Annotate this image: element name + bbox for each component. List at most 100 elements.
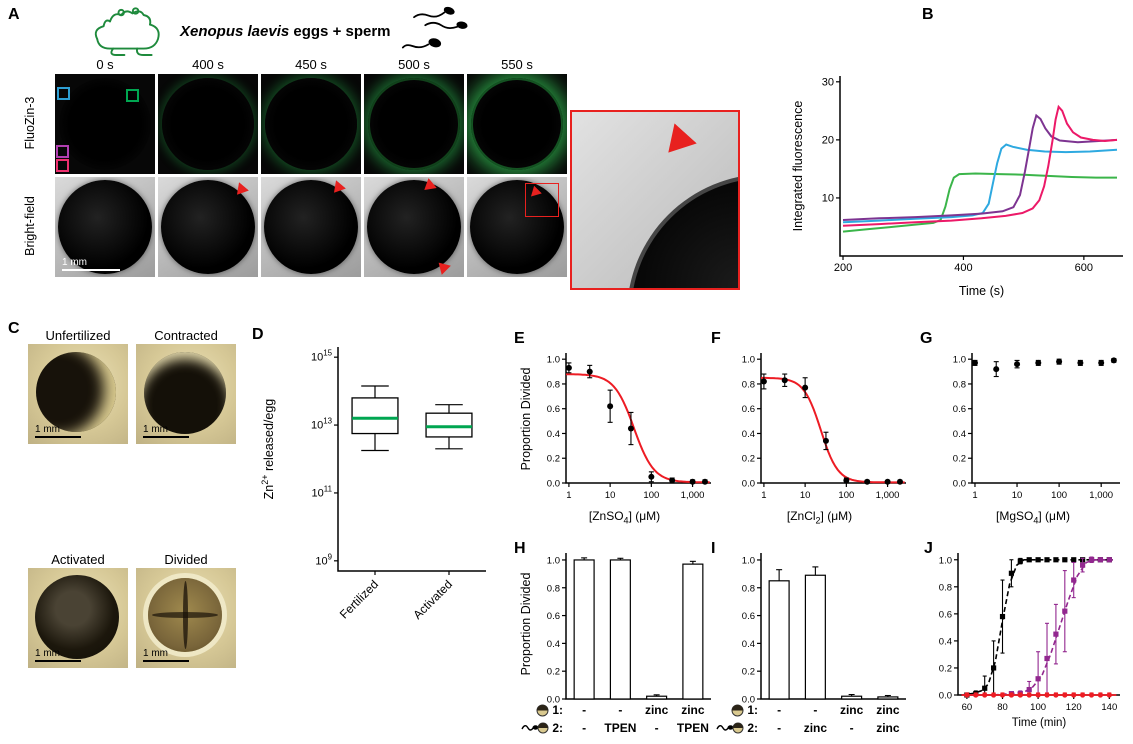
row-2-label: 2: (552, 721, 563, 735)
svg-text:0.6: 0.6 (547, 404, 560, 415)
frog-icon (94, 7, 160, 56)
brightfield-frame-400s (158, 177, 258, 277)
scale-bar-line (35, 659, 81, 662)
svg-text:0.2: 0.2 (742, 667, 755, 678)
svg-text:100: 100 (643, 490, 659, 501)
condition-value: - (777, 721, 782, 735)
svg-text:100: 100 (838, 490, 854, 501)
scale-bar: 1 mm (143, 648, 189, 662)
svg-text:0.6: 0.6 (742, 611, 755, 622)
scale-bar: 1 mm (35, 647, 81, 662)
timepoint-1: 400 s (192, 57, 224, 72)
condition-value: zinc (876, 721, 900, 735)
panel-e-x-axis-label: [ZnSO4] (μM) (588, 509, 661, 526)
svg-text:0.4: 0.4 (953, 429, 966, 440)
fluozin-frame-400s (158, 74, 258, 174)
condition-value: - (582, 721, 587, 735)
row-1-key: 1: (536, 703, 563, 717)
scale-bar-label: 1 mm (35, 647, 60, 659)
svg-text:10: 10 (822, 192, 834, 204)
timepoint-4: 550 s (501, 57, 533, 72)
panel-j-label: J (924, 540, 933, 557)
svg-text:Integrated fluorescence: Integrated fluorescence (791, 101, 805, 232)
scale-bar: 1 mm (35, 423, 81, 438)
timepoint-0: 0 s (96, 57, 114, 72)
condition-value: - (777, 703, 782, 717)
egg (59, 78, 151, 170)
svg-text:0.8: 0.8 (953, 379, 966, 390)
panel-h-condition-row-1: 1: - - zinc zinc (536, 703, 711, 717)
svg-text:0.2: 0.2 (742, 454, 755, 465)
arrowhead-icon (657, 123, 697, 162)
svg-text:1.0: 1.0 (953, 355, 966, 366)
svg-text:1: 1 (566, 490, 571, 501)
panel-f-label: F (711, 330, 721, 347)
scale-bar-label: 1 mm (35, 423, 60, 435)
svg-text:0.8: 0.8 (547, 379, 560, 390)
egg (35, 575, 119, 659)
scale-bar-label: 1 mm (62, 256, 87, 268)
egg (144, 352, 226, 434)
row-1-label: 1: (552, 703, 563, 717)
egg (368, 78, 460, 170)
svg-text:1011: 1011 (312, 484, 333, 499)
brightfield-frame-0s: 1 mm (55, 177, 155, 277)
svg-text:0.8: 0.8 (547, 583, 560, 594)
svg-text:0.0: 0.0 (742, 479, 755, 490)
svg-text:0.8: 0.8 (939, 582, 952, 593)
svg-text:400: 400 (954, 262, 972, 274)
panel-i-label: I (711, 540, 716, 557)
timepoint-2: 450 s (295, 57, 327, 72)
egg-icon (536, 704, 549, 716)
svg-text:0.2: 0.2 (547, 454, 560, 465)
panel-i-condition-row-2: 2: - zinc - zinc (716, 721, 906, 735)
fluozin-frame-500s (364, 74, 464, 174)
roi-box-pink (56, 159, 69, 172)
panel-e-chart: 0.0 0.2 0.4 0.6 0.8 1.0 1 10 100 1,000 (532, 345, 717, 518)
brightfield-frame-450s (261, 177, 361, 277)
svg-text:1: 1 (761, 490, 766, 501)
sperm-egg-icon (521, 722, 549, 734)
egg-icon (731, 704, 744, 716)
scale-bar-line (35, 435, 81, 438)
egg (161, 180, 255, 274)
panel-d-label: D (252, 326, 264, 343)
svg-text:0.4: 0.4 (547, 429, 560, 440)
condition-value: - (813, 703, 818, 717)
svg-text:Time (min): Time (min) (1012, 717, 1067, 729)
egg (470, 180, 564, 274)
svg-text:0.0: 0.0 (953, 479, 966, 490)
brightfield-inset-zoom (570, 110, 740, 290)
svg-text:600: 600 (1075, 262, 1093, 274)
sperm-icon (401, 6, 468, 49)
egg (264, 180, 358, 274)
brightfield-frame-550s (467, 177, 567, 277)
svg-text:1.0: 1.0 (547, 355, 560, 366)
svg-text:0.2: 0.2 (953, 454, 966, 465)
cleavage-furrow (152, 612, 218, 618)
panel-a-label: A (8, 6, 20, 23)
svg-text:0.0: 0.0 (742, 695, 755, 704)
panel-j-chart: 0.0 0.2 0.4 0.6 0.8 1.0 60 80 100 120 140 Time (min… (928, 545, 1128, 736)
egg (162, 78, 254, 170)
svg-text:1.0: 1.0 (742, 355, 755, 366)
svg-text:1.0: 1.0 (547, 555, 560, 566)
condition-value: TPEN (604, 721, 637, 735)
egg (148, 578, 222, 652)
photo-contracted: 1 mm (136, 344, 236, 444)
svg-text:0.8: 0.8 (742, 583, 755, 594)
roi-box-blue (57, 87, 70, 100)
fluozin-frame-0s (55, 74, 155, 174)
panel-g-chart: 0.0 0.2 0.4 0.6 0.8 1.0 1 10 100 1,000 (938, 345, 1128, 518)
svg-text:10: 10 (1012, 490, 1023, 501)
condition-value: zinc (876, 703, 900, 717)
panel-d-chart: 109 1011 1013 1015 Fertilized Activated (290, 333, 500, 656)
svg-text:0.6: 0.6 (953, 404, 966, 415)
svg-text:200: 200 (834, 262, 852, 274)
svg-text:0.0: 0.0 (547, 479, 560, 490)
egg (265, 78, 357, 170)
panel-h-condition-row-2: 2: - TPEN - TPEN (521, 721, 711, 735)
scale-bar-line (143, 435, 189, 438)
roi-box-green (126, 89, 139, 102)
caption-divided: Divided (164, 552, 208, 567)
